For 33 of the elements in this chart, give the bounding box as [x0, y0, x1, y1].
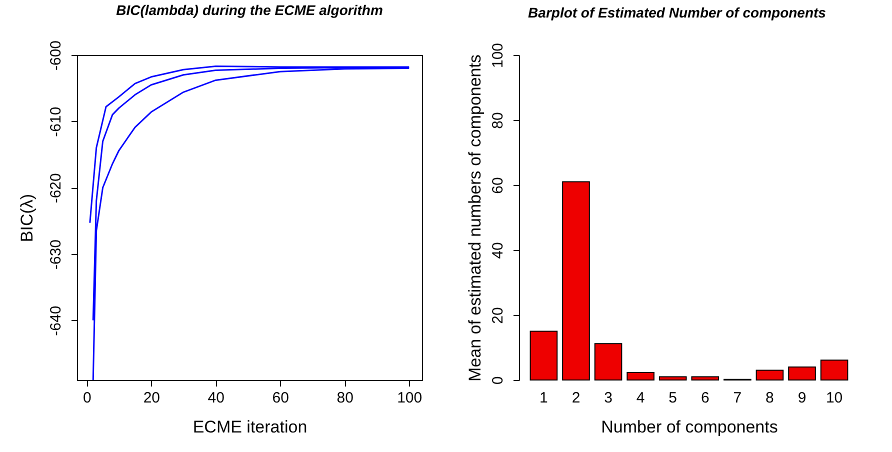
- x-tick-label: 7: [733, 390, 742, 406]
- x-tick-label: 3: [604, 390, 612, 406]
- x-tick-label: 20: [143, 390, 160, 406]
- y-tick-label: 0: [490, 376, 506, 385]
- chart-title: Barplot of Estimated Number of components: [528, 4, 826, 20]
- y-tick-label: 80: [490, 112, 506, 129]
- x-axis-title: ECME iteration: [192, 418, 308, 436]
- x-tick-label: 40: [208, 390, 224, 406]
- x-tick-label: 4: [636, 390, 645, 406]
- x-tick-label: 60: [272, 390, 289, 406]
- y-tick-label: 40: [490, 242, 506, 259]
- y-tick-label: -600: [48, 40, 64, 71]
- y-tick-label: 60: [490, 177, 506, 194]
- x-axis-title: Number of components: [601, 418, 778, 436]
- y-tick-label: 100: [490, 42, 506, 68]
- x-tick-label: 1: [540, 390, 548, 406]
- y-tick-label: 20: [490, 307, 506, 324]
- x-tick-label: 8: [766, 390, 774, 406]
- x-tick-label: 10: [826, 390, 843, 406]
- chart-title: BIC(lambda) during the ECME algorithm: [116, 2, 383, 18]
- x-tick-label: 0: [83, 390, 92, 406]
- x-tick-label: 80: [336, 390, 354, 406]
- y-tick-label: -620: [48, 173, 64, 204]
- x-tick-label: 5: [668, 390, 678, 406]
- x-tick-label: 2: [572, 390, 580, 406]
- y-tick-label: -630: [48, 239, 64, 270]
- y-axis-title: Mean of estimated numbers of components: [466, 54, 484, 382]
- y-tick-label: -640: [48, 306, 64, 336]
- x-tick-label: 9: [798, 390, 806, 406]
- x-tick-label: 6: [700, 390, 710, 406]
- y-tick-label: -610: [48, 106, 64, 137]
- y-axis-title: BIC(λ): [18, 194, 36, 242]
- x-tick-label: 100: [397, 390, 422, 406]
